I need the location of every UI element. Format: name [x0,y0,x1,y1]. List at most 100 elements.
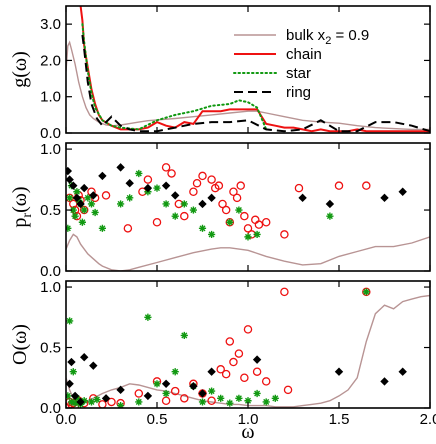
star-point [198,224,207,232]
chain-point [252,367,262,376]
star-point [153,380,161,388]
series-chain-points [66,163,371,239]
star-point [144,313,152,321]
y-tick-label: 1.0 [40,279,61,296]
star-point [198,398,207,406]
chain-point [123,224,133,233]
ring-point [298,193,307,203]
y-tick-label: 1.0 [40,89,61,106]
legend-label-text: star [286,65,311,82]
legend-label-text: bulk x [286,27,326,44]
y-tick-label: 3.0 [40,16,61,33]
panel-pr: 0.0 0.5 1.0 pr(ω) [9,141,431,280]
chain-point [243,224,253,233]
plot-area-O [66,287,430,408]
series-ring-points [66,353,407,407]
ring-point [80,183,89,193]
star-point [78,218,86,226]
y-axis-label-text: O(ω) [9,324,31,365]
ring-point [89,191,98,200]
legend-label-text: ring [286,84,311,101]
ring-point [101,394,111,403]
y-axis-label-O: O(ω) [9,324,31,365]
star-point [162,389,170,398]
star-point [362,288,370,296]
ring-point [116,385,125,395]
star-point [67,398,76,406]
ring-point [207,193,216,203]
star-point [66,194,74,202]
chain-point [180,211,189,221]
y-tick-label: 0.0 [40,263,61,280]
panels: 0.01.02.03.0g(ω)bulk x2 = 0.9chainstarri… [9,5,431,417]
y-axis-label-suffix: (ω) [9,186,31,212]
star-point [84,194,92,202]
chain-point [280,230,289,239]
star-point [226,399,234,407]
star-point [253,230,261,239]
ring-point [76,199,85,209]
chain-point [218,199,227,209]
chain-point [207,175,216,184]
ring-point [198,389,207,398]
chain-point [232,193,242,203]
ring-point [66,175,74,184]
chain-point [294,183,304,193]
star-point [253,389,261,398]
ring-point [66,166,73,176]
chain-point [243,325,253,334]
chain-point [240,211,249,221]
y-axis-label-g: g(ω) [9,51,31,87]
chain-point [261,217,271,227]
y-tick-label: 0.5 [40,340,61,357]
ring-point [325,199,335,209]
star-point [326,212,334,220]
y-tick-label: 0.0 [40,400,61,417]
ring-point [72,193,82,203]
legend-label-suffix: = 0.9 [331,27,369,44]
x-tick-label: 1.0 [238,411,259,428]
ring-point [125,179,134,188]
series-ring-points [66,163,407,209]
star-point [226,218,234,226]
y-tick-label: 0.0 [40,125,61,142]
ring-point [98,171,107,181]
panel-O: 0.0 0.5 1.0 O(ω) [9,279,431,417]
star-point [66,317,74,325]
star-point [71,399,79,407]
star-point [153,184,161,192]
star-point [244,233,252,241]
y-tick-label: 2.0 [40,52,61,69]
y-axis-label-pr: pr(ω) [9,186,35,227]
star-point [162,200,170,208]
chain-point [161,396,171,405]
series-chain-points [66,287,371,408]
star-point [87,398,96,406]
star-point [271,394,279,402]
star-point [235,394,243,402]
chain-point [98,400,107,408]
star-point [73,394,81,402]
ring-point [70,391,80,401]
ring-point [207,367,216,376]
ring-point [66,379,74,389]
star-point [69,206,77,214]
ring-point [143,183,153,193]
star-point [91,208,99,217]
plot-area-pr [66,163,430,271]
star-point [71,212,79,220]
star-point [117,401,125,408]
star-point [80,397,88,405]
ring-point [334,367,344,376]
series-bulk-line [66,40,430,131]
ring-point [116,163,125,172]
legend-label-text: chain [286,46,322,63]
chain-point [236,181,245,190]
chain-point [254,220,264,229]
x-tick-label: 0.0 [56,411,77,428]
series-bulk-line [66,233,430,271]
chain-point [221,205,231,215]
ring-point [89,361,98,370]
ring-point [380,193,389,203]
